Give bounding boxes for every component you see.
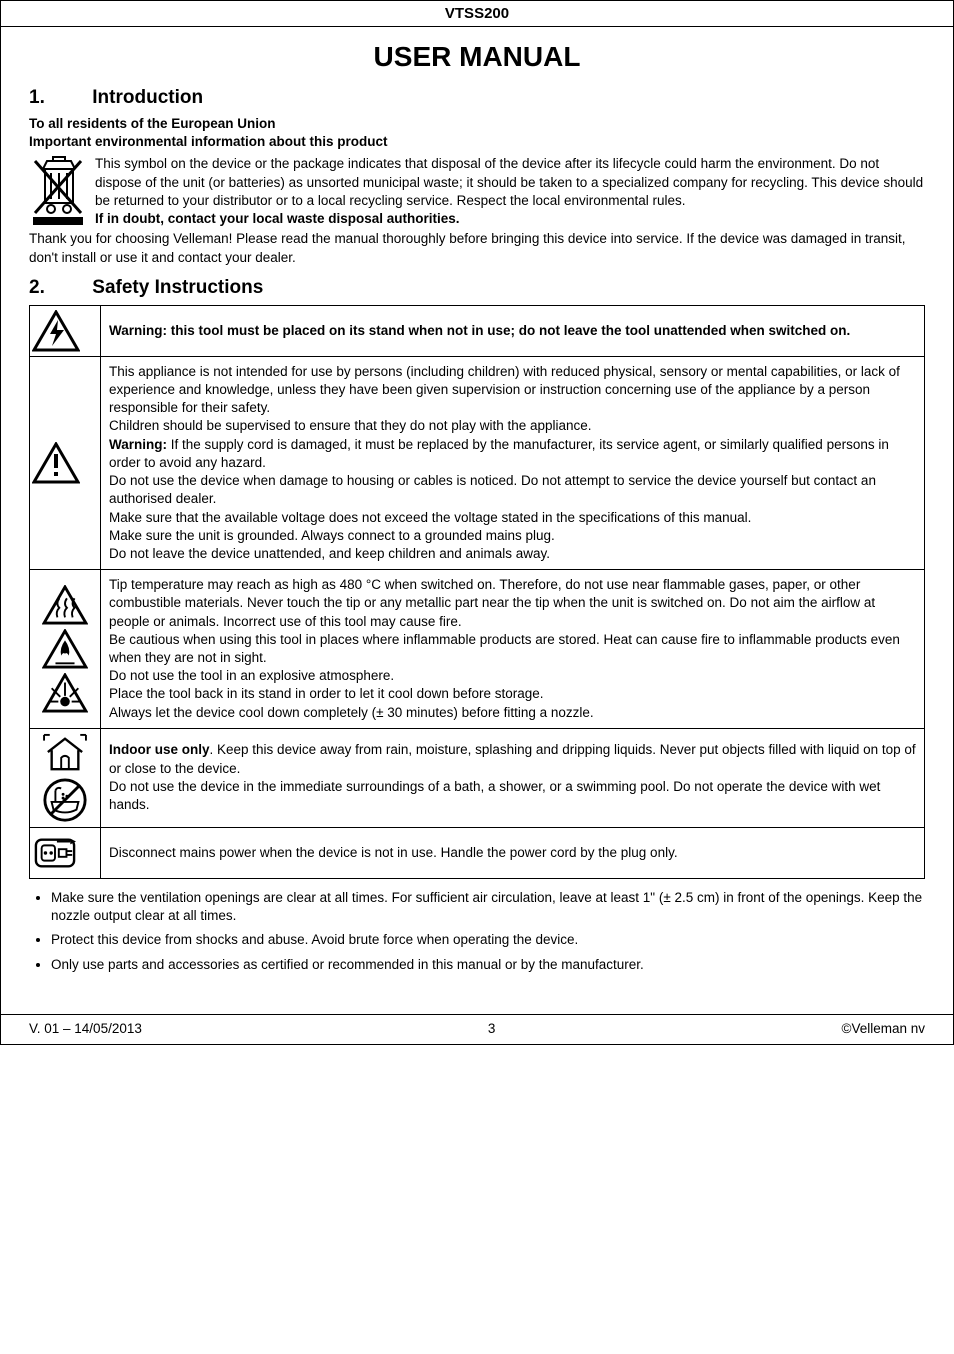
safety-table: Warning: this tool must be placed on its… (29, 305, 925, 879)
product-code-text: VTSS200 (445, 5, 509, 22)
row2-p4: Do not use the device when damage to hou… (109, 473, 876, 506)
footer-left: V. 01 – 14/05/2013 (29, 1021, 142, 1036)
table-row: Tip temperature may reach as high as 480… (30, 570, 925, 729)
icon-cell-indoor (30, 728, 101, 827)
row4-text-cell: Indoor use only. Keep this device away f… (101, 728, 925, 827)
flammable-icon (42, 629, 88, 669)
weee-text: This symbol on the device or the package… (95, 156, 923, 207)
intro-line2: Important environmental information abou… (29, 133, 925, 151)
row2-p5: Make sure that the available voltage doe… (109, 510, 751, 525)
icon-cell-heat (30, 570, 101, 729)
row1-text: Warning: this tool must be placed on its… (109, 323, 850, 338)
table-row: This appliance is not intended for use b… (30, 356, 925, 569)
section-1-title: Introduction (92, 87, 203, 108)
weee-text-block: This symbol on the device or the package… (95, 155, 925, 228)
header-product-code: VTSS200 (1, 1, 953, 27)
row3-p1: Tip temperature may reach as high as 480… (109, 577, 875, 628)
indoor-use-icon (42, 733, 88, 773)
table-row: Indoor use only. Keep this device away f… (30, 728, 925, 827)
row3-p2: Be cautious when using this tool in plac… (109, 632, 900, 665)
row2-p7: Do not leave the device unattended, and … (109, 546, 550, 561)
icon-cell-unplug (30, 827, 101, 878)
explosive-icon (42, 673, 88, 713)
row3-p5: Always let the device cool down complete… (109, 705, 594, 720)
list-item: Make sure the ventilation openings are c… (51, 889, 925, 925)
page: VTSS200 USER MANUAL 1. Introduction To a… (0, 0, 954, 1045)
intro-line1: To all residents of the European Union (29, 115, 925, 133)
row2-p2: Children should be supervised to ensure … (109, 418, 592, 433)
table-row: Warning: this tool must be placed on its… (30, 305, 925, 356)
row3-p4: Place the tool back in its stand in orde… (109, 686, 544, 701)
section-1-num: 1. (29, 87, 87, 109)
intro-body: To all residents of the European Union I… (29, 115, 925, 267)
icon-cell-shock (30, 305, 101, 356)
if-in-doubt: If in doubt, contact your local waste di… (95, 211, 460, 226)
row4-p2: Do not use the device in the immediate s… (109, 779, 880, 812)
table-row: Disconnect mains power when the device i… (30, 827, 925, 878)
row2-p1: This appliance is not intended for use b… (109, 364, 900, 415)
caution-icon (32, 442, 80, 484)
section-2-num: 2. (29, 277, 87, 299)
row2-p3b: If the supply cord is damaged, it must b… (109, 437, 889, 470)
doc-title: USER MANUAL (29, 41, 925, 73)
weee-block: This symbol on the device or the package… (29, 155, 925, 228)
weee-icon (29, 155, 87, 227)
hot-surface-icon (42, 585, 88, 625)
unplug-icon (32, 832, 78, 874)
row5-text-cell: Disconnect mains power when the device i… (101, 827, 925, 878)
row4-p1b: . Keep this device away from rain, moist… (109, 742, 916, 775)
bullet-list: Make sure the ventilation openings are c… (29, 889, 925, 974)
row4-p1a: Indoor use only (109, 742, 210, 757)
row1-text-cell: Warning: this tool must be placed on its… (101, 305, 925, 356)
content-area: USER MANUAL 1. Introduction To all resid… (1, 27, 953, 974)
footer: V. 01 – 14/05/2013 3 ©Velleman nv (1, 1014, 953, 1044)
footer-center: 3 (488, 1021, 496, 1036)
row3-text-cell: Tip temperature may reach as high as 480… (101, 570, 925, 729)
icon-cell-caution (30, 356, 101, 569)
row5-p1: Disconnect mains power when the device i… (109, 845, 678, 860)
thanks-text: Thank you for choosing Velleman! Please … (29, 230, 925, 266)
list-item: Protect this device from shocks and abus… (51, 931, 925, 949)
row3-p3: Do not use the tool in an explosive atmo… (109, 668, 394, 683)
bullet-3: Only use parts and accessories as certif… (51, 957, 644, 972)
bullet-1: Make sure the ventilation openings are c… (51, 890, 922, 923)
shock-icon (32, 310, 80, 352)
bullet-2: Protect this device from shocks and abus… (51, 932, 578, 947)
list-item: Only use parts and accessories as certif… (51, 956, 925, 974)
section-2-heading: 2. Safety Instructions (29, 277, 925, 299)
row2-text-cell: This appliance is not intended for use b… (101, 356, 925, 569)
no-bath-icon (42, 777, 88, 823)
row2-p3a: Warning: (109, 437, 167, 452)
section-2-title: Safety Instructions (92, 277, 263, 298)
row2-p6: Make sure the unit is grounded. Always c… (109, 528, 555, 543)
footer-right: ©Velleman nv (842, 1021, 926, 1036)
section-1-heading: 1. Introduction (29, 87, 925, 109)
